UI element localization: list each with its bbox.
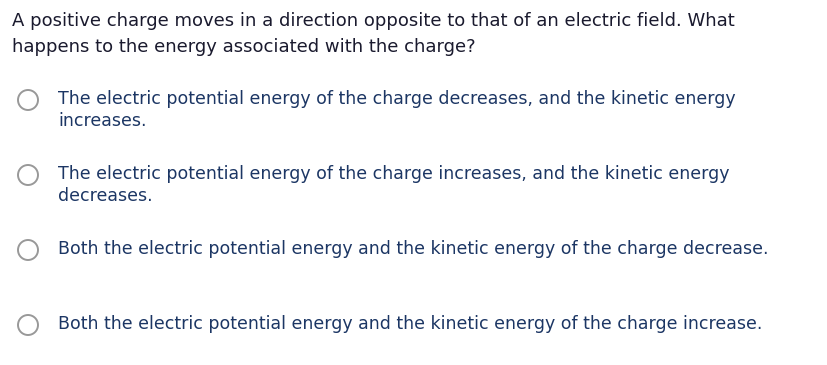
Text: Both the electric potential energy and the kinetic energy of the charge increase: Both the electric potential energy and t…: [58, 315, 762, 333]
Text: happens to the energy associated with the charge?: happens to the energy associated with th…: [12, 38, 475, 56]
Text: The electric potential energy of the charge decreases, and the kinetic energy: The electric potential energy of the cha…: [58, 90, 734, 108]
Text: increases.: increases.: [58, 112, 146, 130]
Text: decreases.: decreases.: [58, 187, 152, 205]
Text: The electric potential energy of the charge increases, and the kinetic energy: The electric potential energy of the cha…: [58, 165, 729, 183]
Text: Both the electric potential energy and the kinetic energy of the charge decrease: Both the electric potential energy and t…: [58, 240, 767, 258]
Text: A positive charge moves in a direction opposite to that of an electric field. Wh: A positive charge moves in a direction o…: [12, 12, 734, 30]
